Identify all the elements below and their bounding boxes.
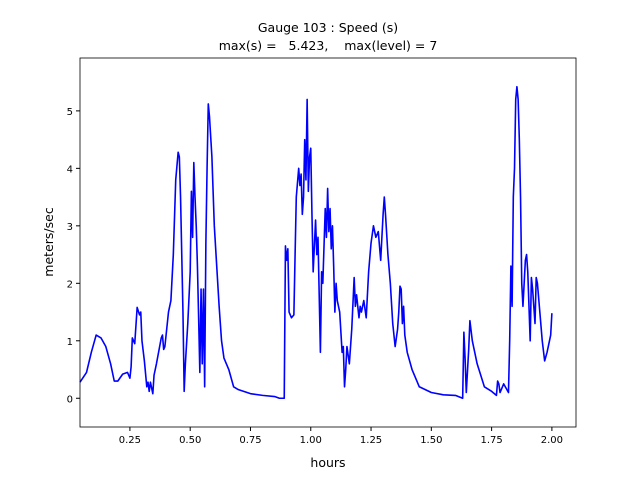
x-axis-label: hours <box>310 455 345 470</box>
chart-subtitle: max(s) = 5.423, max(level) = 7 <box>219 38 438 53</box>
y-tick-label: 5 <box>67 107 73 118</box>
line-series <box>79 85 553 400</box>
x-tick-label: 1.50 <box>420 435 442 446</box>
y-tick-label: 2 <box>67 279 73 290</box>
x-tick-label: 0.25 <box>119 435 141 446</box>
y-tick-label: 4 <box>67 164 73 175</box>
plot-frame <box>79 57 577 428</box>
y-axis-label: meters/sec <box>41 207 56 277</box>
x-tick-label: 2.00 <box>541 435 563 446</box>
y-tick-label: 1 <box>67 337 73 348</box>
x-tick-label: 1.75 <box>480 435 502 446</box>
x-tick-label: 1.25 <box>360 435 382 446</box>
y-tick-label: 3 <box>67 222 73 233</box>
x-tick-label: 1.00 <box>300 435 322 446</box>
chart-title: Gauge 103 : Speed (s) <box>258 20 398 35</box>
x-tick-label: 0.50 <box>179 435 201 446</box>
y-tick-label: 0 <box>67 394 73 405</box>
x-tick-label: 0.75 <box>239 435 261 446</box>
